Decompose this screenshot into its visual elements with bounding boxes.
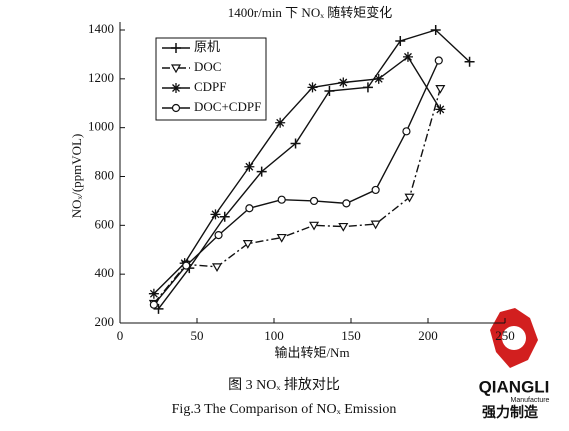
marker	[395, 35, 406, 46]
chart-title: 1400r/min 下 NOₓ 随转矩变化	[228, 5, 392, 20]
series-line	[153, 88, 441, 304]
x-tick-label: 0	[117, 328, 124, 343]
caption-english: Fig.3 The Comparison of NOₓ Emission	[172, 402, 397, 417]
series-line	[153, 60, 440, 306]
marker	[245, 204, 254, 213]
y-tick-label: 1200	[88, 70, 114, 85]
x-tick-label: 200	[418, 328, 438, 343]
series-line	[157, 29, 471, 310]
marker	[370, 220, 381, 230]
marker	[210, 209, 221, 220]
marker	[276, 233, 287, 243]
series-line	[153, 55, 441, 295]
marker	[338, 77, 349, 88]
y-tick-label: 400	[95, 265, 115, 280]
y-axis-label: NOₓ/(ppmVOL)	[69, 134, 84, 219]
logo-tagline: Manufacture	[511, 397, 550, 404]
marker	[371, 185, 380, 195]
marker	[309, 196, 319, 206]
marker	[244, 161, 255, 172]
marker	[214, 231, 223, 240]
marker	[149, 300, 158, 309]
marker	[373, 73, 384, 84]
legend-label: DOC+CDPF	[194, 99, 261, 114]
marker	[290, 138, 301, 149]
marker	[171, 103, 181, 113]
y-tick-label: 1000	[88, 119, 114, 134]
marker	[275, 117, 286, 128]
x-tick-label: 50	[191, 328, 204, 343]
legend-label: DOC	[194, 59, 221, 74]
y-tick-label: 800	[95, 167, 115, 182]
marker	[242, 240, 253, 249]
x-tick-label: 250	[495, 328, 515, 343]
marker	[402, 51, 413, 62]
marker	[219, 211, 230, 222]
marker	[435, 104, 446, 115]
y-tick-label: 600	[95, 216, 115, 231]
legend-label: CDPF	[194, 79, 227, 94]
logo-chinese: 强力制造	[482, 404, 538, 421]
marker	[170, 64, 182, 74]
marker	[182, 261, 191, 270]
marker	[148, 288, 159, 299]
marker	[171, 83, 181, 93]
y-tick-label: 200	[95, 314, 115, 329]
marker	[277, 195, 286, 204]
marker	[309, 221, 320, 231]
marker	[324, 86, 335, 97]
marker	[307, 82, 318, 93]
marker	[171, 43, 181, 53]
x-tick-label: 150	[341, 328, 361, 343]
x-axis-label: 输出转矩/Nm	[274, 345, 349, 360]
x-tick-label: 100	[264, 328, 284, 343]
caption-chinese: 图 3 NOₓ 排放对比	[228, 377, 340, 393]
marker	[434, 56, 443, 65]
marker	[153, 303, 164, 314]
marker	[404, 193, 415, 203]
logo-brand: QIANGLI	[479, 377, 550, 396]
marker	[430, 25, 441, 35]
y-tick-label: 1400	[88, 21, 114, 36]
marker	[362, 82, 373, 93]
marker	[256, 166, 267, 177]
marker	[402, 127, 411, 136]
logo: QIANGLI Manufacture 强力制造	[479, 308, 550, 421]
marker	[211, 263, 223, 273]
marker	[338, 222, 349, 232]
marker	[435, 85, 446, 94]
marker	[464, 56, 475, 67]
logo-face	[502, 326, 526, 350]
marker	[342, 199, 351, 208]
legend-label: 原机	[194, 39, 220, 54]
